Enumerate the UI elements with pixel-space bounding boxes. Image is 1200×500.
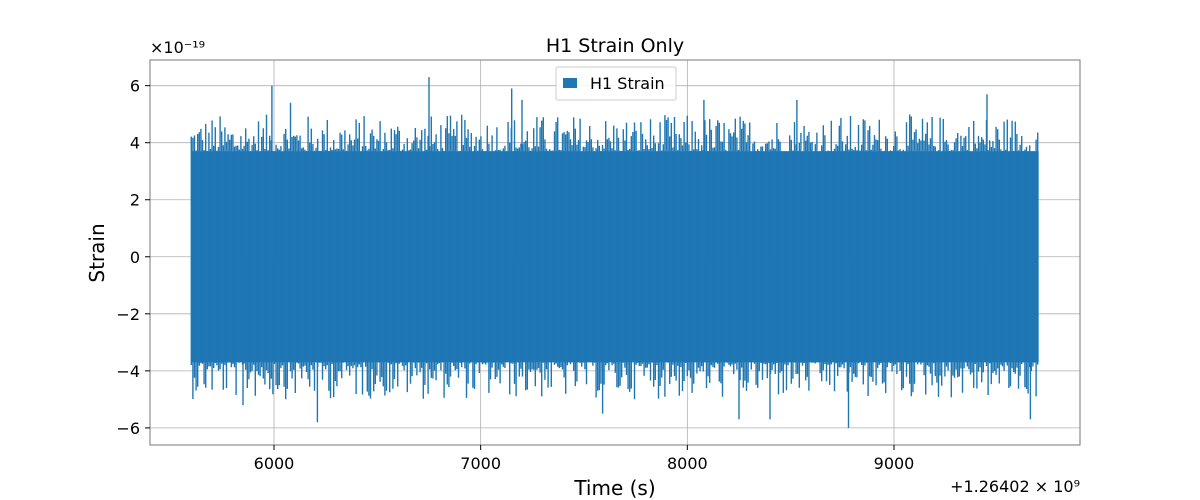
series-h1-strain [190, 77, 1039, 428]
x-tick-label: 6000 [254, 454, 295, 473]
y-tick-label: −4 [116, 362, 140, 381]
x-tick-label: 9000 [874, 454, 915, 473]
series-strain-trace [190, 77, 1039, 428]
y-axis-multiplier: ×10⁻¹⁹ [150, 38, 205, 57]
chart-title: H1 Strain Only [546, 35, 684, 57]
legend-swatch [563, 78, 577, 88]
y-tick-label: 6 [130, 77, 140, 96]
legend-box [555, 66, 677, 101]
y-tick-label: 2 [130, 191, 140, 210]
y-tick-label: −2 [116, 305, 140, 324]
x-axis-offset: +1.26402 × 10⁹ [950, 477, 1080, 496]
x-axis-ticks: 6000 7000 8000 9000 [254, 445, 915, 473]
x-tick-label: 7000 [460, 454, 501, 473]
legend: H1 Strain [555, 66, 677, 101]
y-tick-label: 0 [130, 248, 140, 267]
legend-entry-h1-strain: H1 Strain [590, 74, 665, 93]
y-tick-label: 4 [130, 134, 140, 153]
x-axis-label: Time (s) [573, 476, 655, 500]
y-axis-ticks: −6 −4 −2 0 2 4 6 [116, 77, 150, 438]
plot-frame [149, 59, 1081, 446]
y-tick-label: −6 [116, 419, 140, 438]
x-tick-label: 8000 [667, 454, 708, 473]
y-axis-label: Strain [85, 223, 109, 282]
